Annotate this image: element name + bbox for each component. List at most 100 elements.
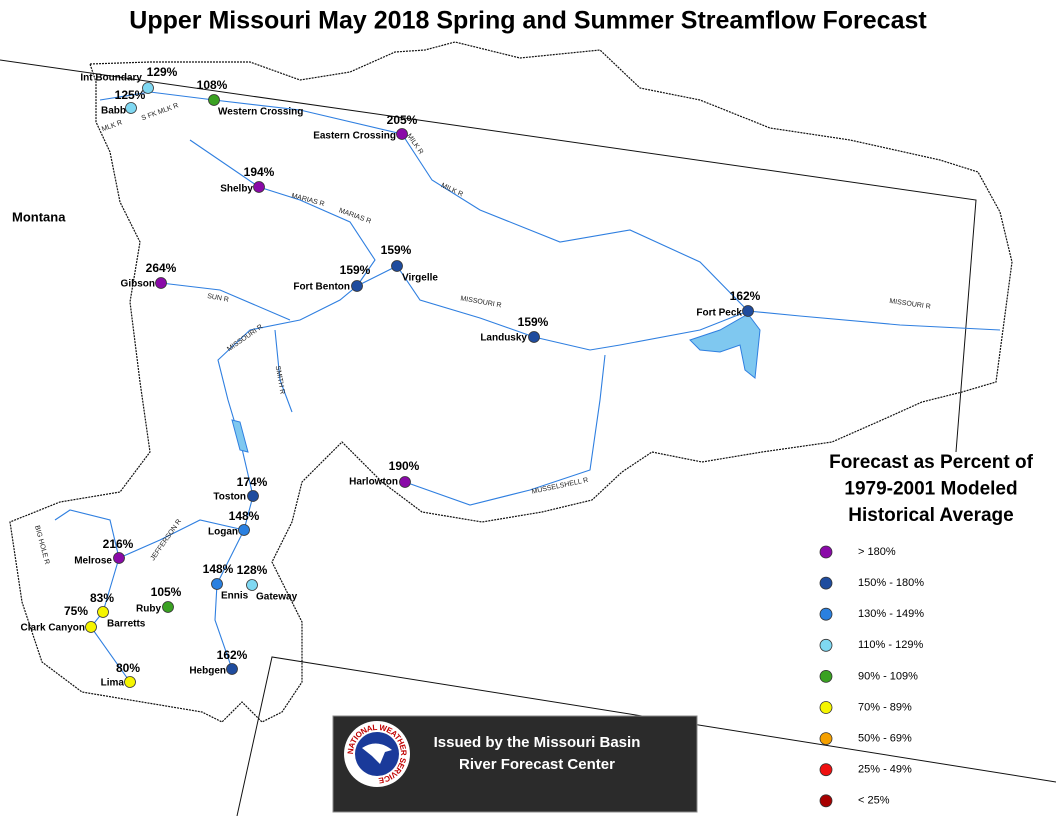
river [404,354,606,506]
station-marker [528,331,540,343]
station-marker [391,260,403,272]
station-name: Melrose [74,556,112,567]
station-marker [396,128,408,140]
legend-label: 150% - 180% [858,577,924,589]
station-name: Barretts [107,619,146,630]
legend-label: 90% - 109% [858,670,918,682]
legend-swatch [819,545,833,559]
legend-swatch [819,638,833,652]
station-percent: 194% [244,165,275,179]
credit-line: River Forecast Center [459,756,615,773]
legend-swatch [819,732,833,745]
station-marker [351,280,363,292]
legend-label: 25% - 49% [858,764,912,776]
legend: Forecast as Percent of 1979-2001 Modeled H… [819,452,1034,808]
station-marker [162,601,174,613]
station-name: Harlowton [349,477,398,488]
legend-title: Historical Average [848,505,1013,526]
legend-label: 130% - 149% [858,608,924,620]
station-percent: 190% [389,459,420,473]
station-percent: 105% [151,585,182,599]
station-percent: 162% [730,289,761,303]
region-label: Montana [12,209,66,224]
station-marker [253,181,265,193]
river [189,139,376,287]
station-marker [226,663,238,675]
station-marker [85,621,97,633]
station-name: Eastern Crossing [313,131,396,142]
station-marker [208,94,220,106]
station-percent: 148% [203,562,234,576]
station-name: Ruby [136,604,161,615]
border-line [0,59,977,453]
station-name: Gateway [256,592,298,603]
legend-swatch [819,576,833,590]
station-name: Int Boundary [80,73,142,84]
stations: 129% Int Boundary 125% Babb 108% Western Cros… [21,65,761,688]
station-percent: 129% [147,65,178,79]
station-name: Shelby [220,184,253,195]
station-marker [399,476,411,488]
station-name: Clark Canyon [21,623,85,634]
station-percent: 159% [381,243,412,257]
credit-line: Issued by the Missouri Basin [434,734,641,751]
station-percent: 159% [518,315,549,329]
station-percent: 108% [197,78,228,92]
credit-box: NATIONAL WEATHER SERVICE Issued by the M… [332,715,698,813]
reservoir [231,419,249,453]
legend-swatch [819,701,833,714]
station-marker [238,524,250,536]
river [274,329,293,413]
station-marker [742,305,754,317]
station-name: Gibson [121,279,155,290]
station-marker [247,490,259,502]
river-label: SUN R [207,293,230,304]
river [54,509,120,559]
station-name: Toston [213,492,246,503]
logo-cloud [362,743,392,764]
station-percent: 125% [115,88,146,102]
legend-swatch [819,607,833,621]
station-marker [113,552,125,564]
river [160,282,291,321]
legend-label: 110% - 129% [858,639,923,651]
river-label: SMITH R [274,365,286,395]
station-percent: 205% [387,113,418,127]
station-percent: 162% [217,648,248,662]
station-name: Landusky [480,333,527,344]
station-marker [125,102,137,114]
station-percent: 83% [90,591,114,605]
station-name: Fort Peck [696,308,742,319]
station-marker [246,579,258,591]
station-marker [155,277,167,289]
station-percent: 174% [237,475,268,489]
reservoir [689,313,761,379]
station-percent: 148% [229,509,260,523]
legend-label: > 180% [858,546,896,558]
station-percent: 264% [146,261,177,275]
river [90,557,131,683]
river [214,529,245,670]
station-marker [124,676,136,688]
legend-swatch [819,763,833,777]
legend-swatch [819,794,833,808]
river [118,495,254,559]
station-marker [97,606,109,618]
station-percent: 75% [64,604,88,618]
legend-label: < 25% [858,795,890,807]
station-name: Ennis [221,591,249,602]
legend-label: 50% - 69% [858,733,912,745]
border-line [236,656,1056,816]
river [99,91,749,312]
station-name: Fort Benton [293,282,350,293]
legend-label: 70% - 89% [858,701,912,713]
station-name: Western Crossing [218,107,303,118]
legend-title: 1979-2001 Modeled [844,479,1017,500]
station-marker [211,578,223,590]
legend-swatch [819,670,833,683]
station-name: Virgelle [402,273,438,284]
station-marker [142,82,154,94]
basin-outline [9,41,1013,723]
station-name: Hebgen [189,666,226,677]
